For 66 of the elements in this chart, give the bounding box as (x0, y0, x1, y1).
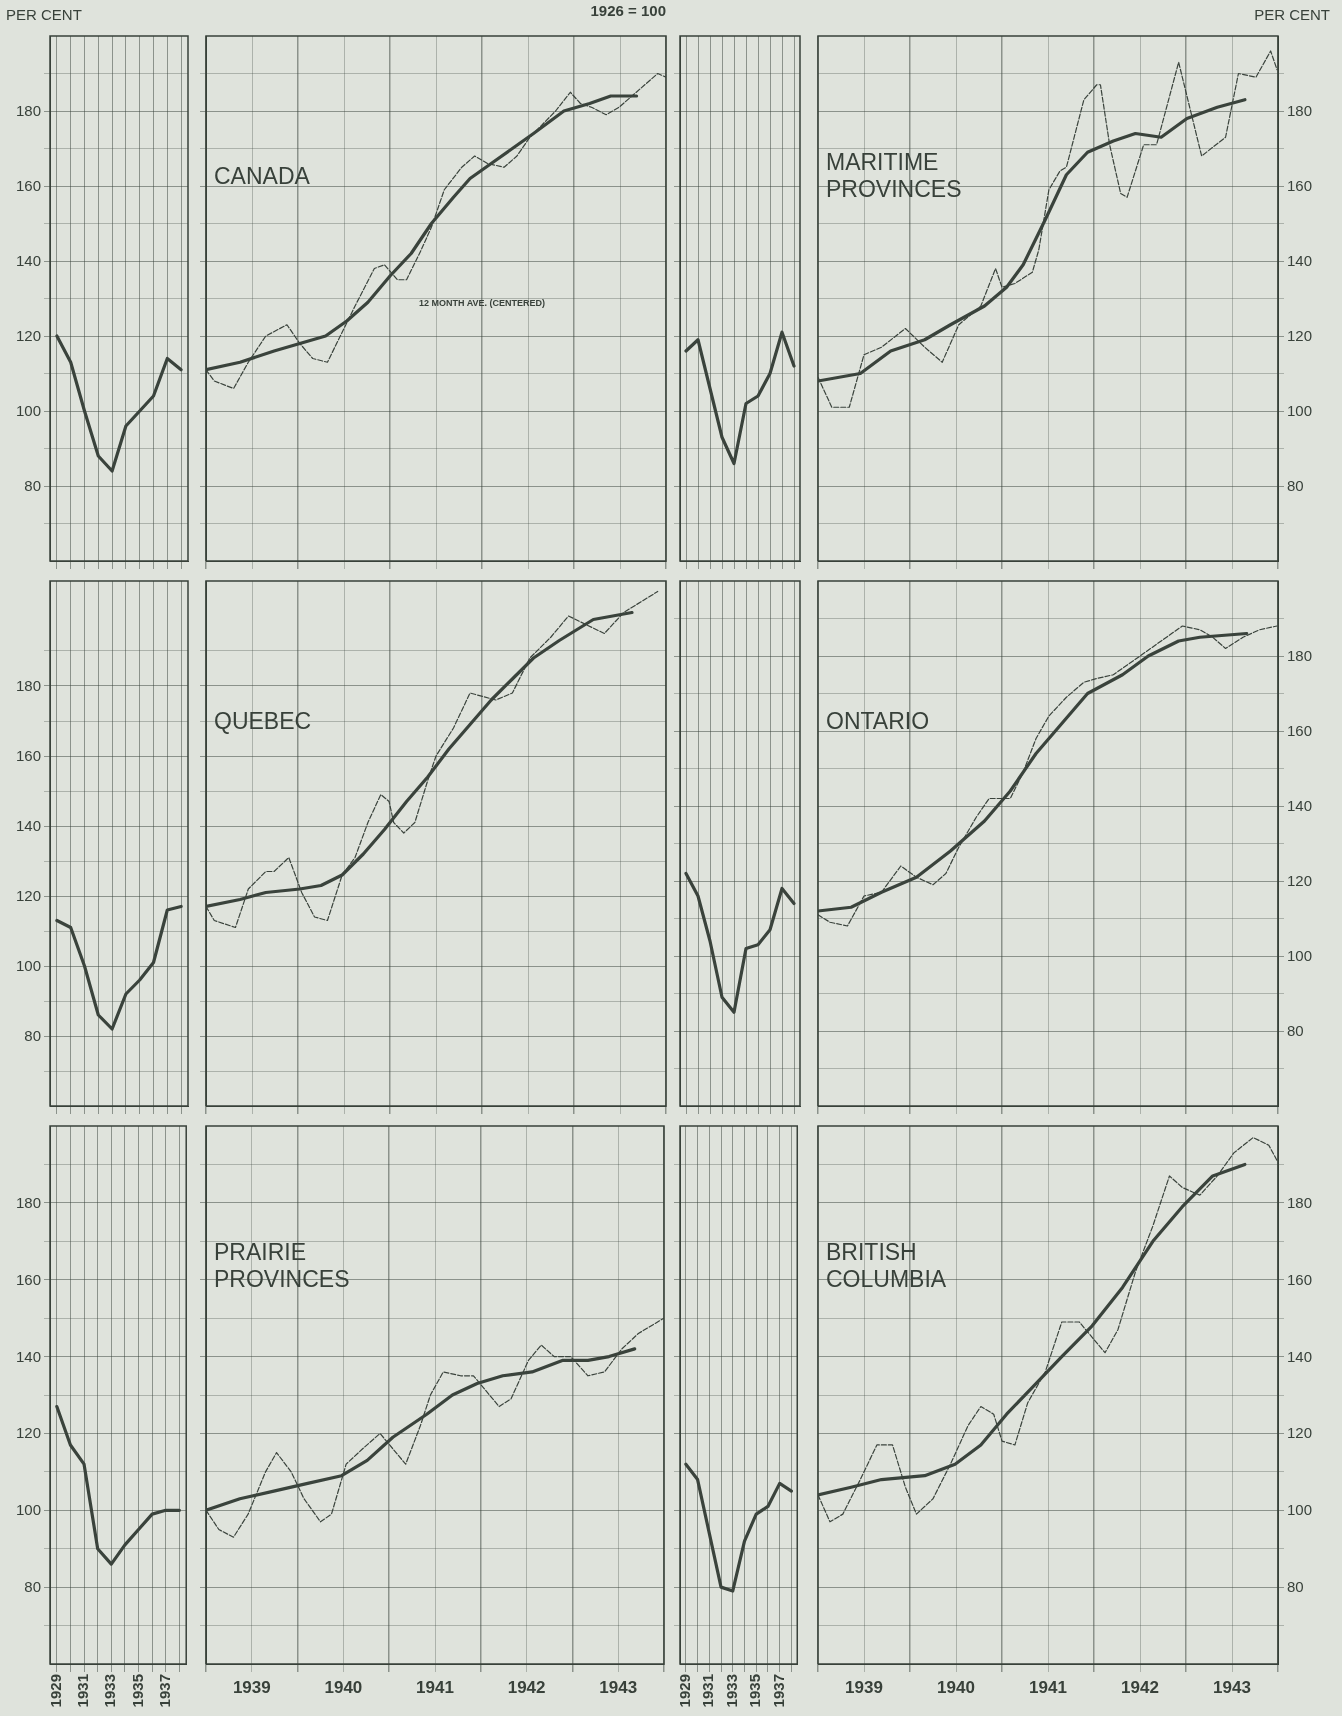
text: MARITIME PROVINCES (826, 149, 962, 203)
x-tick-label: 1931 (74, 1674, 92, 1708)
text: BRITISH COLUMBIA (826, 1239, 947, 1293)
y-tick-label: 120 (15, 1424, 41, 1442)
text: QUEBEC (214, 707, 312, 735)
y-tick-label: 80 (24, 1027, 41, 1044)
text: CANADA (214, 162, 310, 190)
y-tick-label: 100 (15, 957, 41, 974)
y-tick-label: 140 (15, 1347, 41, 1365)
x-tick-label: 1937 (155, 1674, 173, 1708)
y-axis-title: PER CENT (6, 6, 82, 23)
x-tick-label: 1941 (1029, 1677, 1067, 1697)
y-tick-label: 180 (15, 677, 41, 694)
y-tick-label: 160 (1287, 1270, 1313, 1288)
y-tick-label: 180 (1287, 647, 1313, 664)
x-tick-label: 1941 (416, 1677, 454, 1697)
y-tick-label: 100 (1287, 402, 1313, 419)
y-tick-label: 100 (15, 402, 41, 419)
annotation: 12 MONTH AVE. (CENTERED) (418, 298, 546, 309)
y-tick-label: 120 (15, 327, 41, 344)
x-tick-label: 1933 (101, 1674, 119, 1708)
y-tick-label: 180 (1287, 102, 1313, 119)
y-tick-label: 80 (1287, 1578, 1304, 1596)
x-tick-label: 1942 (507, 1677, 546, 1697)
x-tick-label: 1929 (676, 1674, 693, 1708)
x-tick-label: 1940 (324, 1677, 363, 1697)
x-tick-label: 1933 (722, 1674, 740, 1708)
y-tick-label: 80 (1287, 1022, 1304, 1039)
y-tick-label: 160 (1287, 722, 1313, 739)
text: PRAIRIE PROVINCES (214, 1239, 350, 1293)
y-tick-label: 160 (15, 1270, 41, 1288)
x-tick-label: 1931 (699, 1674, 717, 1708)
y-tick-label: 140 (1287, 1347, 1313, 1365)
text: ONTARIO (826, 707, 930, 735)
x-tick-label: 1939 (232, 1677, 271, 1697)
y-axis-title: PER CENT (1254, 6, 1330, 23)
y-tick-label: 140 (1287, 797, 1313, 814)
y-tick-label: 160 (15, 747, 41, 764)
y-tick-label: 160 (1287, 177, 1313, 194)
x-tick-label: 1937 (769, 1674, 787, 1708)
y-tick-label: 100 (1287, 947, 1313, 964)
y-tick-label: 120 (1287, 872, 1313, 889)
x-tick-label: 1943 (599, 1677, 638, 1697)
x-tick-label: 1935 (128, 1674, 146, 1708)
y-tick-label: 180 (15, 1193, 41, 1211)
y-tick-label: 160 (15, 177, 41, 194)
y-tick-label: 120 (1287, 327, 1313, 344)
y-tick-label: 80 (24, 1578, 41, 1596)
y-tick-label: 140 (15, 252, 41, 269)
y-tick-label: 80 (1287, 477, 1304, 494)
x-tick-label: 1943 (1213, 1677, 1251, 1697)
x-tick-label: 1929 (46, 1674, 64, 1708)
y-tick-label: 120 (15, 887, 41, 904)
y-tick-label: 140 (1287, 252, 1313, 269)
x-tick-label: 1935 (746, 1674, 764, 1708)
y-tick-label: 180 (15, 102, 41, 119)
x-tick-label: 1942 (1121, 1677, 1159, 1697)
x-tick-label: 1940 (937, 1677, 975, 1697)
y-tick-label: 120 (1287, 1424, 1313, 1442)
x-tick-label: 1939 (845, 1677, 883, 1697)
y-tick-label: 80 (24, 477, 41, 494)
chart-subtitle: 1926 = 100 (590, 2, 666, 19)
y-tick-label: 140 (15, 817, 41, 834)
y-tick-label: 180 (1287, 1193, 1313, 1211)
y-tick-label: 100 (15, 1501, 41, 1519)
y-tick-label: 100 (1287, 1501, 1313, 1519)
